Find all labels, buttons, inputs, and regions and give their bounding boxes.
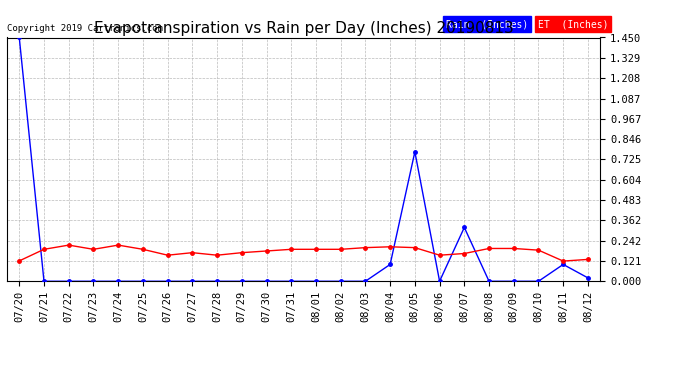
Text: Copyright 2019 Cartronics.com: Copyright 2019 Cartronics.com — [7, 24, 163, 33]
Text: Rain  (Inches): Rain (Inches) — [446, 19, 529, 29]
Title: Evapotranspiration vs Rain per Day (Inches) 20190813: Evapotranspiration vs Rain per Day (Inch… — [94, 21, 513, 36]
Text: ET  (Inches): ET (Inches) — [538, 19, 609, 29]
